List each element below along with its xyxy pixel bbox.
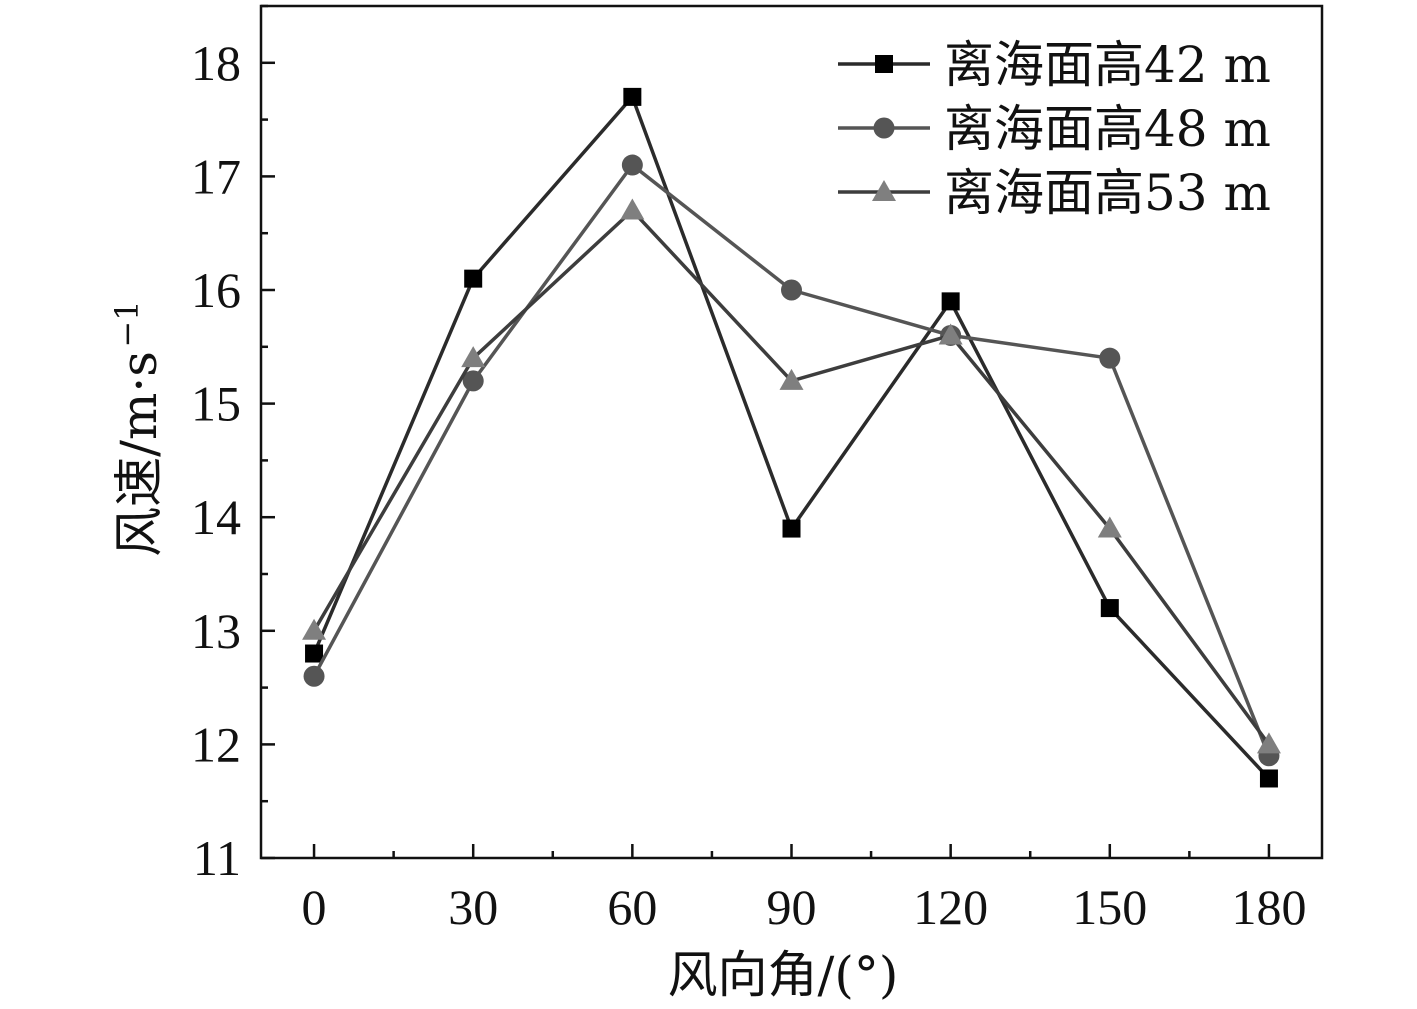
x-tick-label: 120: [913, 879, 988, 935]
series-3-point: [461, 346, 486, 368]
x-tick-label: 150: [1072, 879, 1147, 935]
series-1-point: [623, 87, 642, 106]
series-1-point: [1259, 769, 1278, 788]
y-tick-label: 16: [191, 262, 241, 318]
y-tick-label: 18: [191, 35, 241, 91]
y-axis-title-superscript: −1: [108, 300, 146, 347]
series-2-point: [621, 154, 643, 176]
x-tick-label: 30: [448, 879, 498, 935]
legend-label: 离海面高42 m: [944, 36, 1271, 94]
y-axis: 11 12 13 14 15 16 17 18: [191, 4, 275, 886]
legend-marker: [872, 180, 896, 201]
series-3-point: [1256, 732, 1281, 754]
x-tick-label: 180: [1231, 879, 1306, 935]
series-1-point: [1100, 599, 1119, 618]
y-tick-label: 14: [191, 489, 241, 545]
y-tick-label: 12: [191, 716, 241, 772]
series-1: [305, 87, 1278, 788]
series-1-point: [782, 519, 801, 538]
series-2-line: [312, 163, 1271, 757]
x-axis-title: 风向角/(°): [668, 946, 899, 1004]
legend: 离海面高42 m 离海面高48 m 离海面高53 m: [838, 36, 1271, 222]
x-tick-label: 60: [607, 879, 657, 935]
series-3: [302, 198, 1281, 754]
series-1-point: [941, 292, 960, 311]
series-3-point: [620, 198, 645, 220]
series-2-point: [1099, 347, 1121, 369]
y-tick-label: 11: [193, 830, 241, 886]
legend-marker: [875, 55, 893, 73]
series-1-point: [464, 269, 483, 288]
series-layer: [302, 87, 1281, 788]
series-3-point: [302, 618, 327, 640]
legend-label: 离海面高53 m: [944, 164, 1271, 222]
y-tick-label: 13: [191, 603, 241, 659]
y-tick-label: 17: [191, 148, 241, 204]
series-3-point: [938, 323, 963, 345]
y-axis-title-group: 风速/m·s −1: [108, 300, 168, 556]
series-2-point: [781, 279, 802, 301]
series-2-point: [462, 370, 484, 392]
series-2-point: [303, 665, 325, 687]
series-3-point: [1097, 516, 1122, 538]
series-1-point: [305, 644, 324, 663]
x-tick-label: 0: [302, 879, 327, 935]
x-axis: 0 30 60 90 120 150 180: [302, 844, 1306, 935]
y-axis-title: 风速/m·s: [110, 351, 168, 557]
series-3-point: [779, 368, 804, 390]
legend-label: 离海面高48 m: [944, 100, 1271, 158]
series-2: [303, 154, 1280, 767]
legend-marker: [873, 117, 895, 139]
x-tick-label: 90: [767, 879, 817, 935]
y-tick-label: 15: [191, 376, 241, 432]
